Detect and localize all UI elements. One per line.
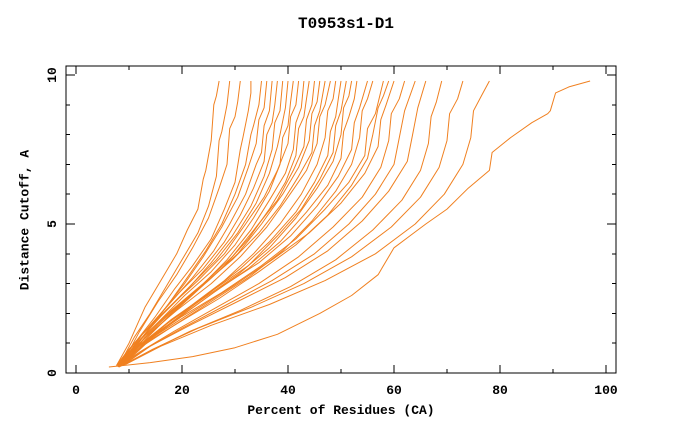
model-curve xyxy=(119,80,326,365)
model-curve xyxy=(125,80,305,362)
y-tick-label: 0 xyxy=(45,369,60,377)
model-curve xyxy=(127,80,395,362)
model-curve xyxy=(121,80,416,367)
x-axis-label: Percent of Residues (CA) xyxy=(247,403,435,418)
x-tick-label: 20 xyxy=(174,383,190,398)
model-curve xyxy=(126,80,490,365)
y-tick-label: 5 xyxy=(45,220,60,228)
model-curve xyxy=(108,80,591,368)
model-curve xyxy=(122,80,464,367)
model-curve xyxy=(116,80,220,365)
model-curve xyxy=(124,80,427,365)
model-curve xyxy=(122,80,358,365)
model-curve xyxy=(127,80,321,360)
model-curve xyxy=(123,80,331,363)
model-curve xyxy=(121,80,342,365)
model-curve xyxy=(120,80,315,365)
model-curve xyxy=(124,80,284,362)
model-curve xyxy=(117,80,406,368)
x-tick-label: 100 xyxy=(594,383,618,398)
y-tick-label: 10 xyxy=(45,67,60,83)
x-tick-label: 80 xyxy=(492,383,508,398)
model-curve xyxy=(123,80,241,362)
model-curve xyxy=(120,80,231,363)
x-tick-label: 0 xyxy=(72,383,80,398)
model-curve xyxy=(122,80,300,363)
x-tick-label: 40 xyxy=(280,383,296,398)
model-curve xyxy=(123,80,384,365)
x-tick-label: 60 xyxy=(386,383,402,398)
model-curve xyxy=(118,81,252,365)
chart-title: T0953s1-D1 xyxy=(297,15,394,33)
model-curve xyxy=(125,80,368,362)
model-curve xyxy=(118,80,443,368)
model-curve xyxy=(116,80,337,366)
model-curve xyxy=(118,80,353,366)
model-curve xyxy=(119,80,278,365)
